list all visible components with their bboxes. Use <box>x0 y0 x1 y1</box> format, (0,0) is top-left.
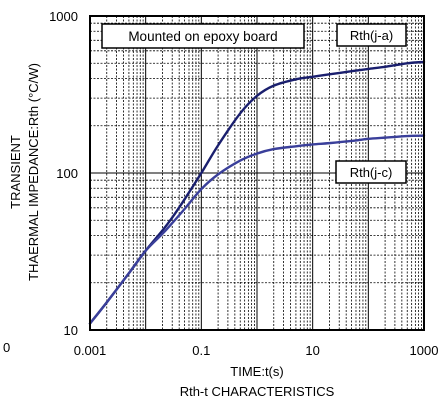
y-tick-label: 100 <box>56 166 78 181</box>
y-tick-label: 10 <box>64 323 78 338</box>
y-tick-label: 1000 <box>49 9 78 24</box>
chart-title: Rth-t CHARACTERISTICS <box>180 384 335 399</box>
series-group <box>88 60 426 325</box>
x-tick-label: 0.001 <box>74 343 107 358</box>
x-tick-labels: 0.001 0.1 10 1000 <box>74 343 439 358</box>
rth-ja-label: Rth(j-a) <box>350 28 393 43</box>
series-line-rth-jc <box>88 134 426 325</box>
condition-box <box>101 23 305 49</box>
stray-zero-label: 0 <box>3 340 10 355</box>
y-tick-labels: 10 100 1000 <box>49 9 78 338</box>
rth-jc-label-box <box>335 160 407 184</box>
condition-label: Mounted on epoxy board <box>128 29 277 44</box>
x-tick-label: 10 <box>305 343 319 358</box>
y-axis-title-line1: TRANSIENT <box>8 135 23 209</box>
x-axis-title: TIME:t(s) <box>230 364 283 379</box>
plot-frame <box>89 15 425 331</box>
rth-jc-label: Rth(j-c) <box>350 165 393 180</box>
y-axis-title-line2: THAERMAL IMPEDANCE:Rth (°C/W) <box>26 63 41 281</box>
x-tick-label: 0.1 <box>192 343 210 358</box>
rth-ja-label-box <box>336 23 407 47</box>
x-tick-label: 1000 <box>410 343 439 358</box>
